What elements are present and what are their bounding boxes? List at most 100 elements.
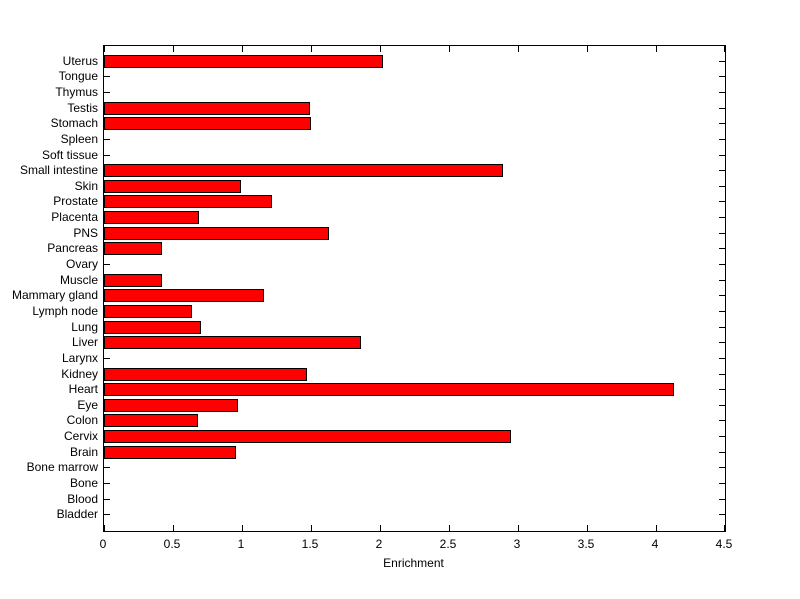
y-tick-label-colon: Colon	[66, 413, 98, 427]
x-tick-bottom	[173, 525, 174, 531]
x-tick-bottom	[587, 525, 588, 531]
x-tick-bottom	[380, 525, 381, 531]
y-tick-right	[719, 436, 725, 437]
y-tick-label-lymph-node: Lymph node	[32, 304, 98, 318]
y-tick-right	[719, 342, 725, 343]
y-tick-right	[719, 233, 725, 234]
y-tick-right	[719, 374, 725, 375]
bar-lung	[104, 321, 201, 334]
y-tick-right	[719, 405, 725, 406]
y-tick-left	[104, 139, 110, 140]
x-tick-bottom	[104, 525, 105, 531]
y-tick-right	[719, 280, 725, 281]
bar-skin	[104, 180, 241, 193]
y-tick-right	[719, 61, 725, 62]
y-tick-right	[719, 358, 725, 359]
plot-area	[103, 45, 726, 532]
x-tick-top	[311, 46, 312, 52]
x-tick-top	[587, 46, 588, 52]
x-tick-label: 1	[237, 537, 245, 551]
y-tick-right	[719, 201, 725, 202]
bar-stomach	[104, 117, 311, 130]
y-tick-left	[104, 499, 110, 500]
bar-testis	[104, 102, 310, 115]
bar-placenta	[104, 211, 199, 224]
x-tick-label: 3.5	[577, 537, 595, 551]
y-tick-right	[719, 248, 725, 249]
x-tick-top	[449, 46, 450, 52]
x-tick-bottom	[449, 525, 450, 531]
x-tick-top	[518, 46, 519, 52]
y-tick-left	[104, 76, 110, 77]
bar-uterus	[104, 55, 383, 68]
y-tick-label-thymus: Thymus	[55, 85, 98, 99]
y-tick-left	[104, 467, 110, 468]
x-tick-bottom	[242, 525, 243, 531]
y-tick-label-testis: Testis	[67, 101, 98, 115]
x-axis-title: Enrichment	[383, 556, 444, 570]
y-tick-label-mammary-gland: Mammary gland	[11, 288, 98, 302]
y-tick-label-spleen: Spleen	[60, 132, 98, 146]
y-tick-label-placenta: Placenta	[51, 210, 98, 224]
y-tick-label-small-intestine: Small intestine	[19, 163, 98, 177]
bar-mammary-gland	[104, 289, 264, 302]
bar-muscle	[104, 274, 162, 287]
y-tick-label-cervix: Cervix	[63, 429, 98, 443]
y-tick-left	[104, 155, 110, 156]
x-tick-bottom	[724, 525, 725, 531]
bar-prostate	[104, 195, 272, 208]
y-tick-right	[719, 499, 725, 500]
x-tick-label: 4.5	[715, 537, 733, 551]
x-tick-bottom	[656, 525, 657, 531]
y-tick-label-soft-tissue: Soft tissue	[41, 148, 98, 162]
x-tick-top	[380, 46, 381, 52]
y-tick-right	[719, 467, 725, 468]
y-tick-label-uterus: Uterus	[62, 54, 98, 68]
y-tick-right	[719, 217, 725, 218]
y-tick-right	[719, 139, 725, 140]
bar-eye	[104, 399, 238, 412]
y-tick-right	[719, 311, 725, 312]
bar-heart	[104, 383, 674, 396]
y-tick-label-brain: Brain	[69, 445, 98, 459]
y-tick-label-stomach: Stomach	[50, 116, 98, 130]
y-tick-right	[719, 295, 725, 296]
bar-lymph-node	[104, 305, 192, 318]
y-tick-right	[719, 155, 725, 156]
y-tick-label-prostate: Prostate	[53, 194, 98, 208]
y-tick-left	[104, 358, 110, 359]
bar-cervix	[104, 430, 511, 443]
x-tick-top	[242, 46, 243, 52]
x-tick-top	[656, 46, 657, 52]
y-tick-label-eye: Eye	[77, 398, 98, 412]
x-tick-bottom	[518, 525, 519, 531]
y-tick-label-kidney: Kidney	[61, 367, 98, 381]
y-tick-right	[719, 264, 725, 265]
y-tick-label-bone-marrow: Bone marrow	[26, 460, 98, 474]
x-tick-label: 2.5	[439, 537, 457, 551]
y-tick-right	[719, 452, 725, 453]
x-tick-label: 1.5	[301, 537, 319, 551]
bar-pancreas	[104, 242, 162, 255]
y-tick-left	[104, 264, 110, 265]
y-tick-right	[719, 514, 725, 515]
y-tick-label-pns: PNS	[73, 226, 98, 240]
x-tick-top	[724, 46, 725, 52]
y-tick-left	[104, 483, 110, 484]
y-tick-label-skin: Skin	[74, 179, 98, 193]
y-tick-right	[719, 483, 725, 484]
y-tick-label-blood: Blood	[67, 492, 98, 506]
y-tick-right	[719, 92, 725, 93]
y-tick-left	[104, 92, 110, 93]
bar-liver	[104, 336, 361, 349]
y-tick-right	[719, 170, 725, 171]
x-tick-bottom	[311, 525, 312, 531]
y-tick-label-bladder: Bladder	[56, 507, 98, 521]
y-tick-label-liver: Liver	[71, 335, 98, 349]
y-tick-label-lung: Lung	[71, 320, 98, 334]
bar-small-intestine	[104, 164, 503, 177]
x-tick-label: 0	[99, 537, 107, 551]
x-tick-top	[104, 46, 105, 52]
y-tick-label-pancreas: Pancreas	[47, 241, 98, 255]
